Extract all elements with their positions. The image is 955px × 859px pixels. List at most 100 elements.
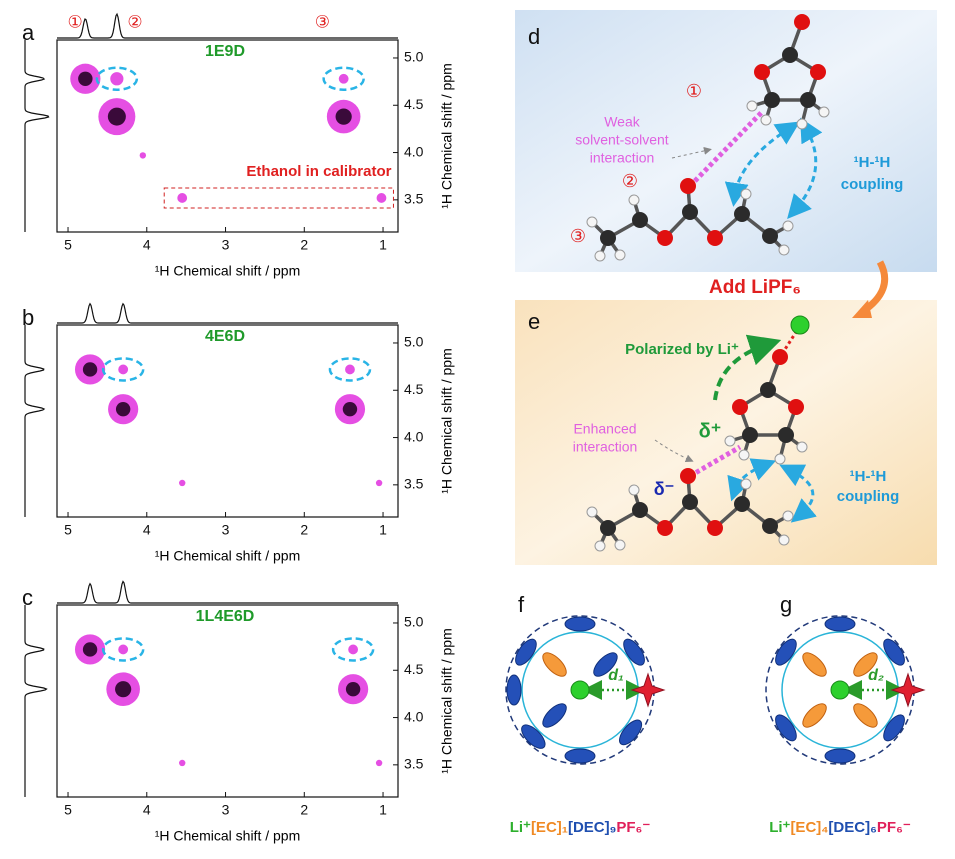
atom	[740, 478, 752, 490]
peak	[375, 479, 383, 487]
chart-title: 4E6D	[205, 328, 245, 345]
molecule	[586, 468, 794, 552]
atom	[594, 540, 606, 552]
dec-molecule	[515, 638, 537, 666]
ec-molecule	[802, 652, 827, 677]
ec-molecule	[853, 703, 878, 728]
marker: ③	[570, 226, 586, 246]
nmr-chart: b 4E6D 5 4 3 2 1 ¹H Chemical shift / ppm 3.5 4.0 4…	[22, 302, 455, 564]
ec-molecule	[853, 652, 878, 677]
lithium-ion	[830, 680, 850, 700]
coupling-arrow	[787, 117, 823, 220]
enhanced-interaction-note: Enhanced interaction	[573, 421, 638, 455]
atom	[614, 539, 626, 551]
atom	[796, 118, 808, 130]
y-tick-label: 4.0	[404, 708, 424, 724]
peak-core	[82, 642, 98, 657]
x-tick-label: 1	[379, 522, 387, 538]
note-line: interaction	[573, 439, 638, 455]
note-line: Enhanced	[573, 421, 636, 437]
atom	[740, 188, 752, 200]
atom	[746, 100, 758, 112]
atom	[754, 64, 770, 80]
atom	[738, 449, 750, 461]
peak-label: ②	[127, 12, 142, 31]
x-tick-label: 4	[143, 802, 151, 818]
atom	[657, 520, 673, 536]
atom	[586, 216, 598, 228]
distance-label: d₁	[608, 667, 623, 684]
peak-core	[115, 681, 132, 698]
diagrams: d e f g Weak solvent-solvent interaction…	[505, 10, 937, 836]
x-tick-label: 5	[64, 237, 72, 253]
annotation: Ethanol in calibrator	[246, 163, 391, 180]
projection-left	[24, 325, 46, 517]
x-axis-label: ¹H Chemical shift / ppm	[155, 548, 300, 564]
atom	[742, 427, 758, 443]
peak-core	[82, 362, 98, 377]
y-axis-label: ¹H Chemical shift / ppm	[439, 348, 455, 493]
formula: Li⁺[EC]₁[DEC]₉PF₆⁻	[510, 819, 651, 836]
peak-core	[78, 71, 93, 86]
chart-title: 1L4E6D	[196, 608, 255, 625]
molecule	[724, 349, 808, 465]
atom	[796, 441, 808, 453]
atom	[594, 250, 606, 262]
dec-molecule	[824, 616, 856, 632]
coupling-line: ¹H-¹H	[854, 154, 891, 171]
nmr-chart: a 1E9D 5 4 3 2 1 ¹H Chemical shift / ppm 3.5 4.0 4…	[22, 12, 455, 278]
formula-part: Li⁺	[510, 819, 531, 836]
polarized-label: Polarized by Li⁺	[625, 341, 739, 358]
coupling-line: ¹H-¹H	[850, 468, 887, 485]
atom	[782, 220, 794, 232]
solvation-shell: d₁	[505, 615, 666, 765]
coupling-arrow	[779, 464, 817, 523]
panel-label: e	[528, 309, 540, 334]
add-salt-label: Add LiPF₆	[709, 277, 801, 298]
formula: Li⁺[EC]₄[DEC]₆PF₆⁻	[769, 819, 911, 836]
peak	[179, 759, 186, 767]
cross-peak-highlight	[331, 637, 375, 662]
peak-core	[345, 681, 361, 697]
cross-peak-highlight	[101, 637, 145, 662]
dec-molecule	[564, 616, 596, 632]
nmr-charts: a 1E9D 5 4 3 2 1 ¹H Chemical shift / ppm 3.5 4.0 4…	[22, 12, 455, 843]
y-tick-label: 3.5	[404, 756, 424, 772]
peak	[139, 152, 147, 159]
atom	[762, 518, 778, 534]
panel-label: b	[22, 305, 34, 330]
atom	[632, 502, 648, 518]
atom	[818, 106, 830, 118]
dec-molecule	[542, 703, 567, 728]
cross-peak-highlight	[95, 66, 139, 92]
atom	[628, 484, 640, 496]
peak	[177, 193, 188, 203]
x-tick-label: 3	[222, 802, 230, 818]
coupling-line: coupling	[841, 176, 904, 193]
atom	[632, 212, 648, 228]
formula-part: Li⁺	[769, 819, 790, 836]
atom	[657, 230, 673, 246]
atom	[788, 399, 804, 415]
y-axis-label: ¹H Chemical shift / ppm	[439, 628, 455, 773]
dec-molecule	[623, 638, 645, 666]
x-tick-label: 2	[300, 237, 308, 253]
peak-label: ③	[315, 12, 330, 31]
projection-top	[57, 580, 398, 604]
atom	[778, 427, 794, 443]
atom	[600, 520, 616, 536]
y-tick-label: 4.0	[404, 428, 424, 444]
formula-part: [EC]₁	[531, 819, 568, 836]
atom	[682, 494, 698, 510]
peak-core	[107, 107, 126, 126]
marker: ②	[622, 171, 638, 191]
pointer-arrow	[671, 146, 712, 159]
panel-label: g	[780, 592, 792, 617]
molecule	[586, 178, 794, 262]
formula-part: [DEC]₆	[828, 819, 876, 836]
y-tick-label: 3.5	[404, 191, 424, 207]
atom	[724, 435, 736, 447]
x-tick-label: 1	[379, 802, 387, 818]
cross-peak-highlight	[101, 357, 145, 382]
